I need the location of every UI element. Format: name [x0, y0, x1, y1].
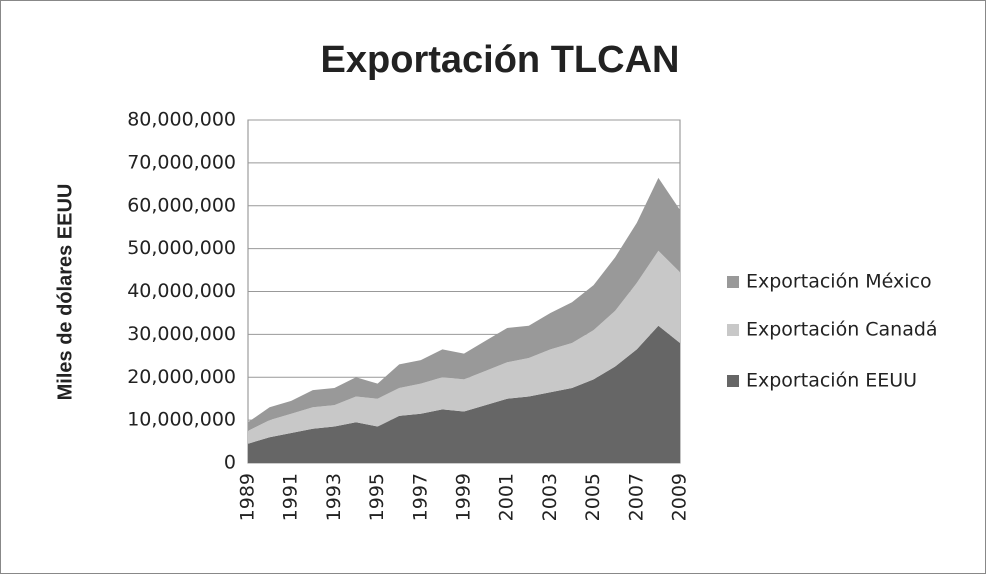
legend-label: Exportación EEUU — [746, 370, 917, 392]
y-tick-label: 60,000,000 — [127, 194, 236, 216]
area — [248, 177, 680, 431]
x-tick-label: 1991 — [280, 473, 302, 521]
x-tick-label: 2005 — [582, 473, 604, 521]
legend-label: Exportación Canadá — [746, 319, 938, 341]
x-tick-label: 1995 — [366, 473, 388, 521]
x-tick-label: 2007 — [625, 473, 647, 521]
x-tick-label: 1999 — [453, 473, 475, 521]
y-axis-label: Miles de dólares EEUU — [54, 184, 76, 401]
y-tick-label: 30,000,000 — [127, 323, 236, 345]
y-tick-label: 50,000,000 — [127, 237, 236, 259]
x-tick-label: 1993 — [323, 473, 345, 521]
legend-label: Exportación México — [746, 271, 932, 293]
x-tick-label: 2001 — [496, 473, 518, 521]
y-tick-label: 80,000,000 — [127, 109, 236, 131]
y-tick-label: 20,000,000 — [127, 366, 236, 388]
chart-title: Exportación TLCAN — [321, 39, 680, 81]
y-tick-label: 10,000,000 — [127, 409, 236, 431]
x-tick-label: 2003 — [539, 473, 561, 521]
x-tick-label: 1989 — [237, 473, 259, 521]
legend-swatch — [727, 276, 739, 288]
y-tick-label: 70,000,000 — [127, 151, 236, 173]
legend-swatch — [727, 324, 739, 336]
y-tick-label: 40,000,000 — [127, 280, 236, 302]
area — [248, 250, 680, 444]
y-tick-label: 0 — [224, 452, 236, 474]
x-tick-label: 1997 — [409, 473, 431, 521]
x-tick-label: 2009 — [669, 473, 691, 521]
area — [248, 325, 680, 463]
legend-swatch — [727, 375, 739, 387]
